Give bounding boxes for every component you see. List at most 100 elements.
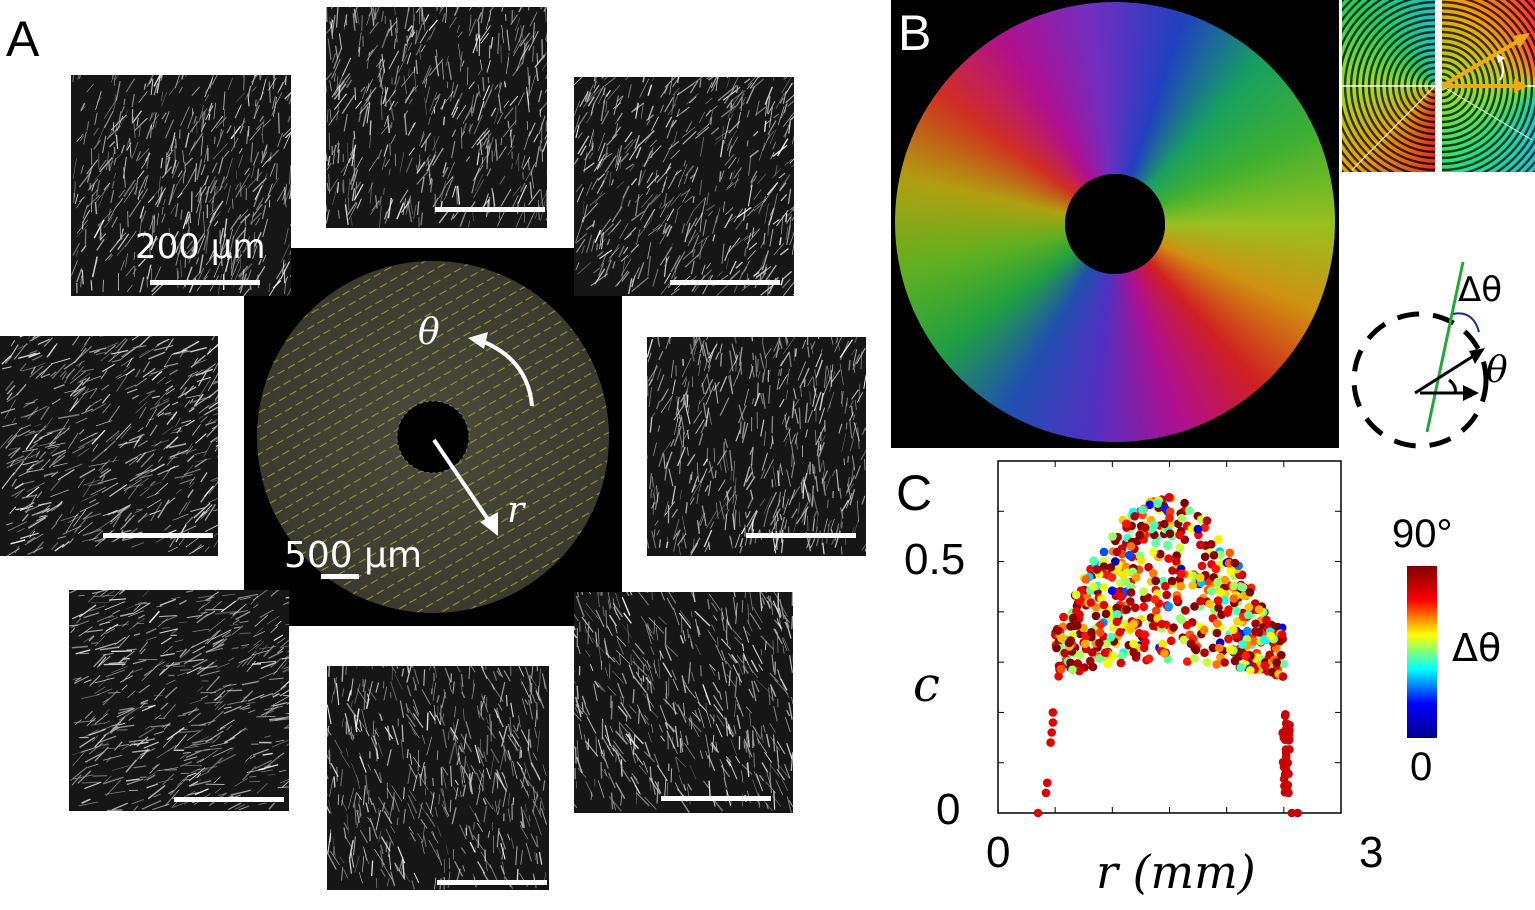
data-point: [1091, 611, 1101, 621]
data-point: [1111, 557, 1120, 566]
scale-bar: [150, 280, 260, 285]
data-point: [1075, 650, 1085, 660]
data-point: [1244, 603, 1254, 612]
data-point: [1162, 590, 1171, 600]
data-point: [1190, 602, 1199, 611]
data-point: [1177, 513, 1187, 523]
data-point: [1046, 738, 1055, 747]
data-point: [1135, 530, 1144, 540]
data-point: [1126, 597, 1135, 606]
data-point: [1126, 588, 1136, 597]
data-point: [1129, 648, 1138, 657]
data-point: [1169, 623, 1178, 632]
theta-label: θ: [418, 312, 440, 353]
data-point: [1101, 609, 1111, 619]
data-point: [1186, 639, 1196, 648]
data-point: [1225, 548, 1235, 558]
data-point: [1139, 643, 1149, 653]
data-point: [1277, 650, 1286, 660]
data-point: [1215, 643, 1224, 653]
data-point: [1229, 594, 1239, 603]
data-point: [1087, 628, 1096, 637]
data-point: [1068, 613, 1078, 623]
data-point: [1166, 636, 1176, 646]
data-point: [1226, 645, 1235, 654]
data-point: [1184, 506, 1194, 515]
data-point: [1160, 649, 1169, 658]
data-point: [1148, 547, 1158, 557]
data-point: [1260, 661, 1270, 670]
data-point: [1216, 550, 1225, 559]
data-point: [1172, 595, 1182, 604]
data-point: [1245, 587, 1255, 597]
data-point: [1118, 570, 1128, 580]
data-point: [1048, 708, 1058, 717]
data-point: [1151, 576, 1160, 586]
data-point: [1106, 633, 1116, 642]
data-point: [1179, 635, 1189, 645]
data-point: [1073, 659, 1083, 668]
data-point: [1244, 610, 1253, 620]
data-point: [1057, 634, 1066, 643]
data-point: [1232, 606, 1241, 616]
scale-bar: [746, 533, 856, 538]
data-point: [1181, 606, 1190, 615]
y-tick-0.5: 0.5: [904, 535, 966, 584]
data-point: [1195, 573, 1205, 582]
data-point: [1117, 592, 1126, 601]
data-point: [1241, 651, 1251, 661]
center-annulus-panel: [244, 248, 622, 626]
delta-theta-label: Δθ: [1458, 270, 1503, 310]
data-point: [1209, 551, 1219, 560]
data-point: [1165, 507, 1175, 516]
data-point: [1134, 628, 1144, 638]
center-scale-label: 500 μm: [284, 535, 423, 576]
data-point: [1164, 554, 1173, 563]
data-point: [1213, 577, 1222, 587]
data-point: [1122, 519, 1131, 529]
data-point: [1285, 745, 1294, 754]
data-point: [1088, 662, 1098, 672]
data-point: [1047, 728, 1056, 737]
data-point: [1176, 569, 1186, 579]
data-point: [1165, 529, 1175, 538]
data-point: [1112, 603, 1121, 613]
data-point: [1075, 596, 1084, 606]
data-point: [1099, 583, 1108, 592]
data-point: [1095, 628, 1105, 637]
data-point: [1059, 612, 1068, 622]
data-point: [1251, 619, 1260, 628]
data-point: [1113, 610, 1122, 619]
colorbar-label: Δθ: [1452, 626, 1502, 670]
data-point: [1183, 657, 1192, 666]
data-point: [1089, 556, 1098, 565]
data-point: [1202, 658, 1212, 667]
data-point: [1214, 535, 1223, 544]
data-point: [1156, 549, 1165, 559]
data-point: [1092, 565, 1102, 574]
data-point: [1075, 666, 1084, 676]
x-tick-3: 3: [1359, 828, 1384, 877]
data-point: [1205, 599, 1214, 609]
data-point: [1212, 628, 1222, 638]
data-point: [1206, 586, 1216, 596]
data-point: [1099, 547, 1109, 557]
micrograph-tile: [647, 337, 866, 556]
orientation-map-panel: [891, 0, 1339, 448]
scatter-chart: [997, 460, 1342, 818]
data-point: [1148, 569, 1158, 578]
micrograph-tile: [69, 590, 289, 811]
data-point: [1151, 538, 1160, 548]
data-point: [1200, 625, 1209, 635]
data-point: [1180, 498, 1189, 508]
data-point: [1164, 492, 1174, 502]
data-point: [1129, 620, 1138, 629]
data-point: [1130, 512, 1139, 521]
data-point: [1103, 659, 1112, 669]
data-point: [1177, 615, 1186, 625]
micrograph-tile: [574, 592, 793, 813]
data-point: [1160, 519, 1169, 529]
orientation-color-disk: [895, 2, 1336, 443]
data-point: [1266, 631, 1275, 641]
data-point: [1042, 778, 1052, 788]
